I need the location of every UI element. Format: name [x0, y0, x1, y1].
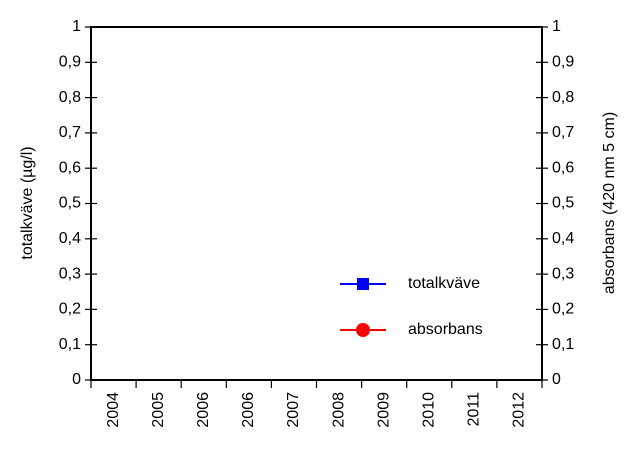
y-tick-label: 0,9 — [59, 54, 81, 71]
y2-tick-label: 0,6 — [552, 159, 574, 176]
y-tick-label: 0,3 — [59, 265, 81, 282]
x-tick-label: 2010 — [420, 392, 437, 428]
y-tick-label: 1 — [72, 18, 81, 35]
legend-label: absorbans — [408, 321, 483, 338]
y-tick-label: 0 — [72, 371, 81, 388]
y2-tick-label: 0 — [552, 371, 561, 388]
y2-tick-label: 0,3 — [552, 265, 574, 282]
y2-tick-label: 0,2 — [552, 301, 574, 318]
y-tick-label: 0,8 — [59, 89, 81, 106]
x-tick-label: 2008 — [330, 392, 347, 428]
x-tick-label: 2011 — [466, 392, 483, 427]
x-tick-label: 2005 — [150, 392, 167, 428]
y-tick-label: 0,2 — [59, 301, 81, 318]
legend-marker — [357, 278, 369, 290]
y2-tick-label: 0,5 — [552, 195, 574, 212]
y2-axis-label: absorbans (420 nm 5 cm) — [601, 112, 618, 294]
legend-label: totalkväve — [408, 275, 480, 292]
y2-tick-label: 0,8 — [552, 89, 574, 106]
y2-tick-label: 0,1 — [552, 336, 574, 353]
x-tick-label: 2012 — [511, 392, 528, 428]
legend-marker — [356, 323, 370, 337]
x-tick-label: 2009 — [375, 392, 392, 428]
y-tick-label: 0,5 — [59, 195, 81, 212]
y-axis-label: totalkväve (µg/l) — [19, 146, 36, 259]
x-tick-label: 2007 — [285, 392, 302, 428]
y-tick-label: 0,1 — [59, 336, 81, 353]
x-tick-label: 2006 — [195, 392, 212, 428]
y-tick-label: 0,7 — [59, 124, 81, 141]
x-tick-label: 2004 — [105, 392, 122, 428]
y2-tick-label: 0,4 — [552, 230, 574, 247]
x-tick-label: 2006 — [240, 392, 257, 428]
y-tick-label: 0,6 — [59, 159, 81, 176]
y2-tick-label: 0,9 — [552, 54, 574, 71]
y2-tick-label: 0,7 — [552, 124, 574, 141]
y-tick-label: 0,4 — [59, 230, 81, 247]
y2-tick-label: 1 — [552, 18, 561, 35]
